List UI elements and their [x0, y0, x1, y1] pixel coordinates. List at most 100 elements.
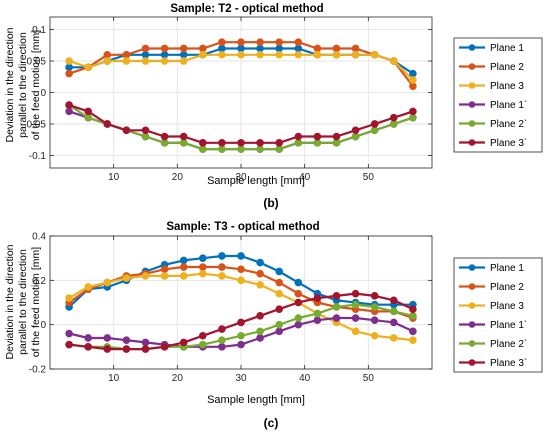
y-tick-label: -0.1 [29, 151, 47, 162]
panel-b-ylabel-line-2: parallel to the direction [17, 32, 29, 138]
x-tick-label: 10 [108, 172, 120, 183]
data-point [256, 44, 264, 53]
data-point [218, 44, 226, 53]
legend-item: Plane 3 [459, 81, 524, 92]
data-point [294, 298, 303, 307]
data-point [294, 132, 303, 141]
legend-swatch-marker [468, 283, 476, 290]
panel-b-title: Sample: T2 - optical method [170, 3, 323, 15]
data-point [179, 338, 188, 347]
data-point [275, 305, 284, 313]
data-point [84, 334, 92, 342]
data-point [351, 44, 360, 53]
data-point [332, 50, 341, 59]
data-point [256, 139, 264, 147]
data-point [103, 334, 112, 342]
data-point [332, 314, 341, 322]
data-point [256, 269, 264, 278]
data-point [332, 44, 341, 53]
data-point [122, 274, 131, 282]
panel-c-plot: 10 20 30 40 50 -0.2 0 0.2 0.4 [29, 232, 433, 384]
legend-label: Plane 2 [490, 62, 524, 73]
legend-box [453, 37, 543, 153]
data-point [275, 289, 284, 298]
data-point [313, 294, 322, 302]
data-point [370, 331, 379, 340]
data-point [237, 145, 245, 153]
data-point [237, 252, 245, 260]
data-point [218, 325, 226, 333]
panel-c-ylabel: Deviation in the direction parallel to t… [4, 244, 42, 359]
legend-label: Plane 3 [490, 301, 524, 312]
data-point [237, 38, 245, 46]
data-point [237, 265, 245, 274]
legend-item: Plane 1 [459, 43, 524, 54]
data-point [141, 50, 150, 59]
data-point [84, 113, 92, 122]
data-point [103, 345, 112, 353]
data-point [256, 312, 264, 320]
data-point [275, 145, 284, 153]
data-point [218, 343, 226, 351]
data-point [122, 126, 131, 135]
legend-item: Plane 2` [459, 338, 527, 350]
panel-b-label: (b) [263, 196, 278, 210]
data-point [160, 139, 169, 147]
data-point [313, 50, 322, 59]
legend-item: Plane 1 [459, 263, 524, 274]
data-point [294, 278, 303, 287]
data-point [199, 139, 207, 147]
legend-swatch-marker [468, 340, 476, 347]
x-tick-label: 40 [299, 172, 311, 183]
legend-label: Plane 3` [490, 137, 527, 149]
legend-item: Plane 3` [459, 137, 527, 149]
data-point [409, 305, 417, 313]
data-point [237, 276, 245, 285]
data-point [390, 318, 398, 327]
data-point [103, 278, 112, 287]
legend-label: Plane 2` [490, 118, 527, 130]
data-point [409, 107, 417, 116]
data-point [160, 343, 169, 351]
data-point [65, 69, 73, 78]
data-point [275, 267, 284, 276]
panel-b-ylabel-line-3: of the feed motion [mm] [30, 30, 42, 140]
data-point [409, 336, 417, 344]
data-point [390, 334, 398, 342]
data-point [84, 63, 92, 72]
data-point [351, 50, 360, 59]
data-point [294, 44, 303, 53]
data-point [218, 50, 226, 59]
x-tick-label: 50 [363, 373, 375, 384]
data-point [84, 107, 92, 116]
panel-c-ylabel-line-2: parallel to the direction [17, 249, 29, 355]
panel-c-ylabel-line-1: Deviation in the direction [4, 244, 16, 359]
data-point [256, 258, 264, 267]
legend-swatch-marker [468, 120, 476, 127]
data-point [256, 280, 264, 289]
data-point [275, 139, 284, 147]
data-point [313, 309, 322, 318]
panel-c-ylabel-line-3: of the feed motion [mm] [30, 247, 42, 357]
data-point [103, 120, 112, 128]
data-point [179, 272, 188, 280]
data-point [275, 320, 284, 329]
data-point [160, 132, 169, 141]
data-point [65, 63, 73, 72]
panel-c-title: Sample: T3 - optical method [166, 221, 319, 233]
panel-b-ylabel: Deviation in the direction parallel to t… [4, 27, 42, 142]
data-point [256, 327, 264, 336]
legend-swatch-marker [468, 359, 476, 366]
data-point [409, 113, 417, 122]
data-point [294, 314, 303, 322]
data-point [179, 44, 188, 53]
legend-swatch-marker [468, 101, 476, 108]
data-point [218, 145, 226, 153]
data-point [65, 294, 73, 302]
data-point [160, 272, 169, 280]
legend-swatch-marker [468, 321, 476, 328]
data-point [218, 263, 226, 271]
data-point [237, 340, 245, 349]
data-point [351, 300, 360, 309]
data-point [141, 126, 150, 135]
